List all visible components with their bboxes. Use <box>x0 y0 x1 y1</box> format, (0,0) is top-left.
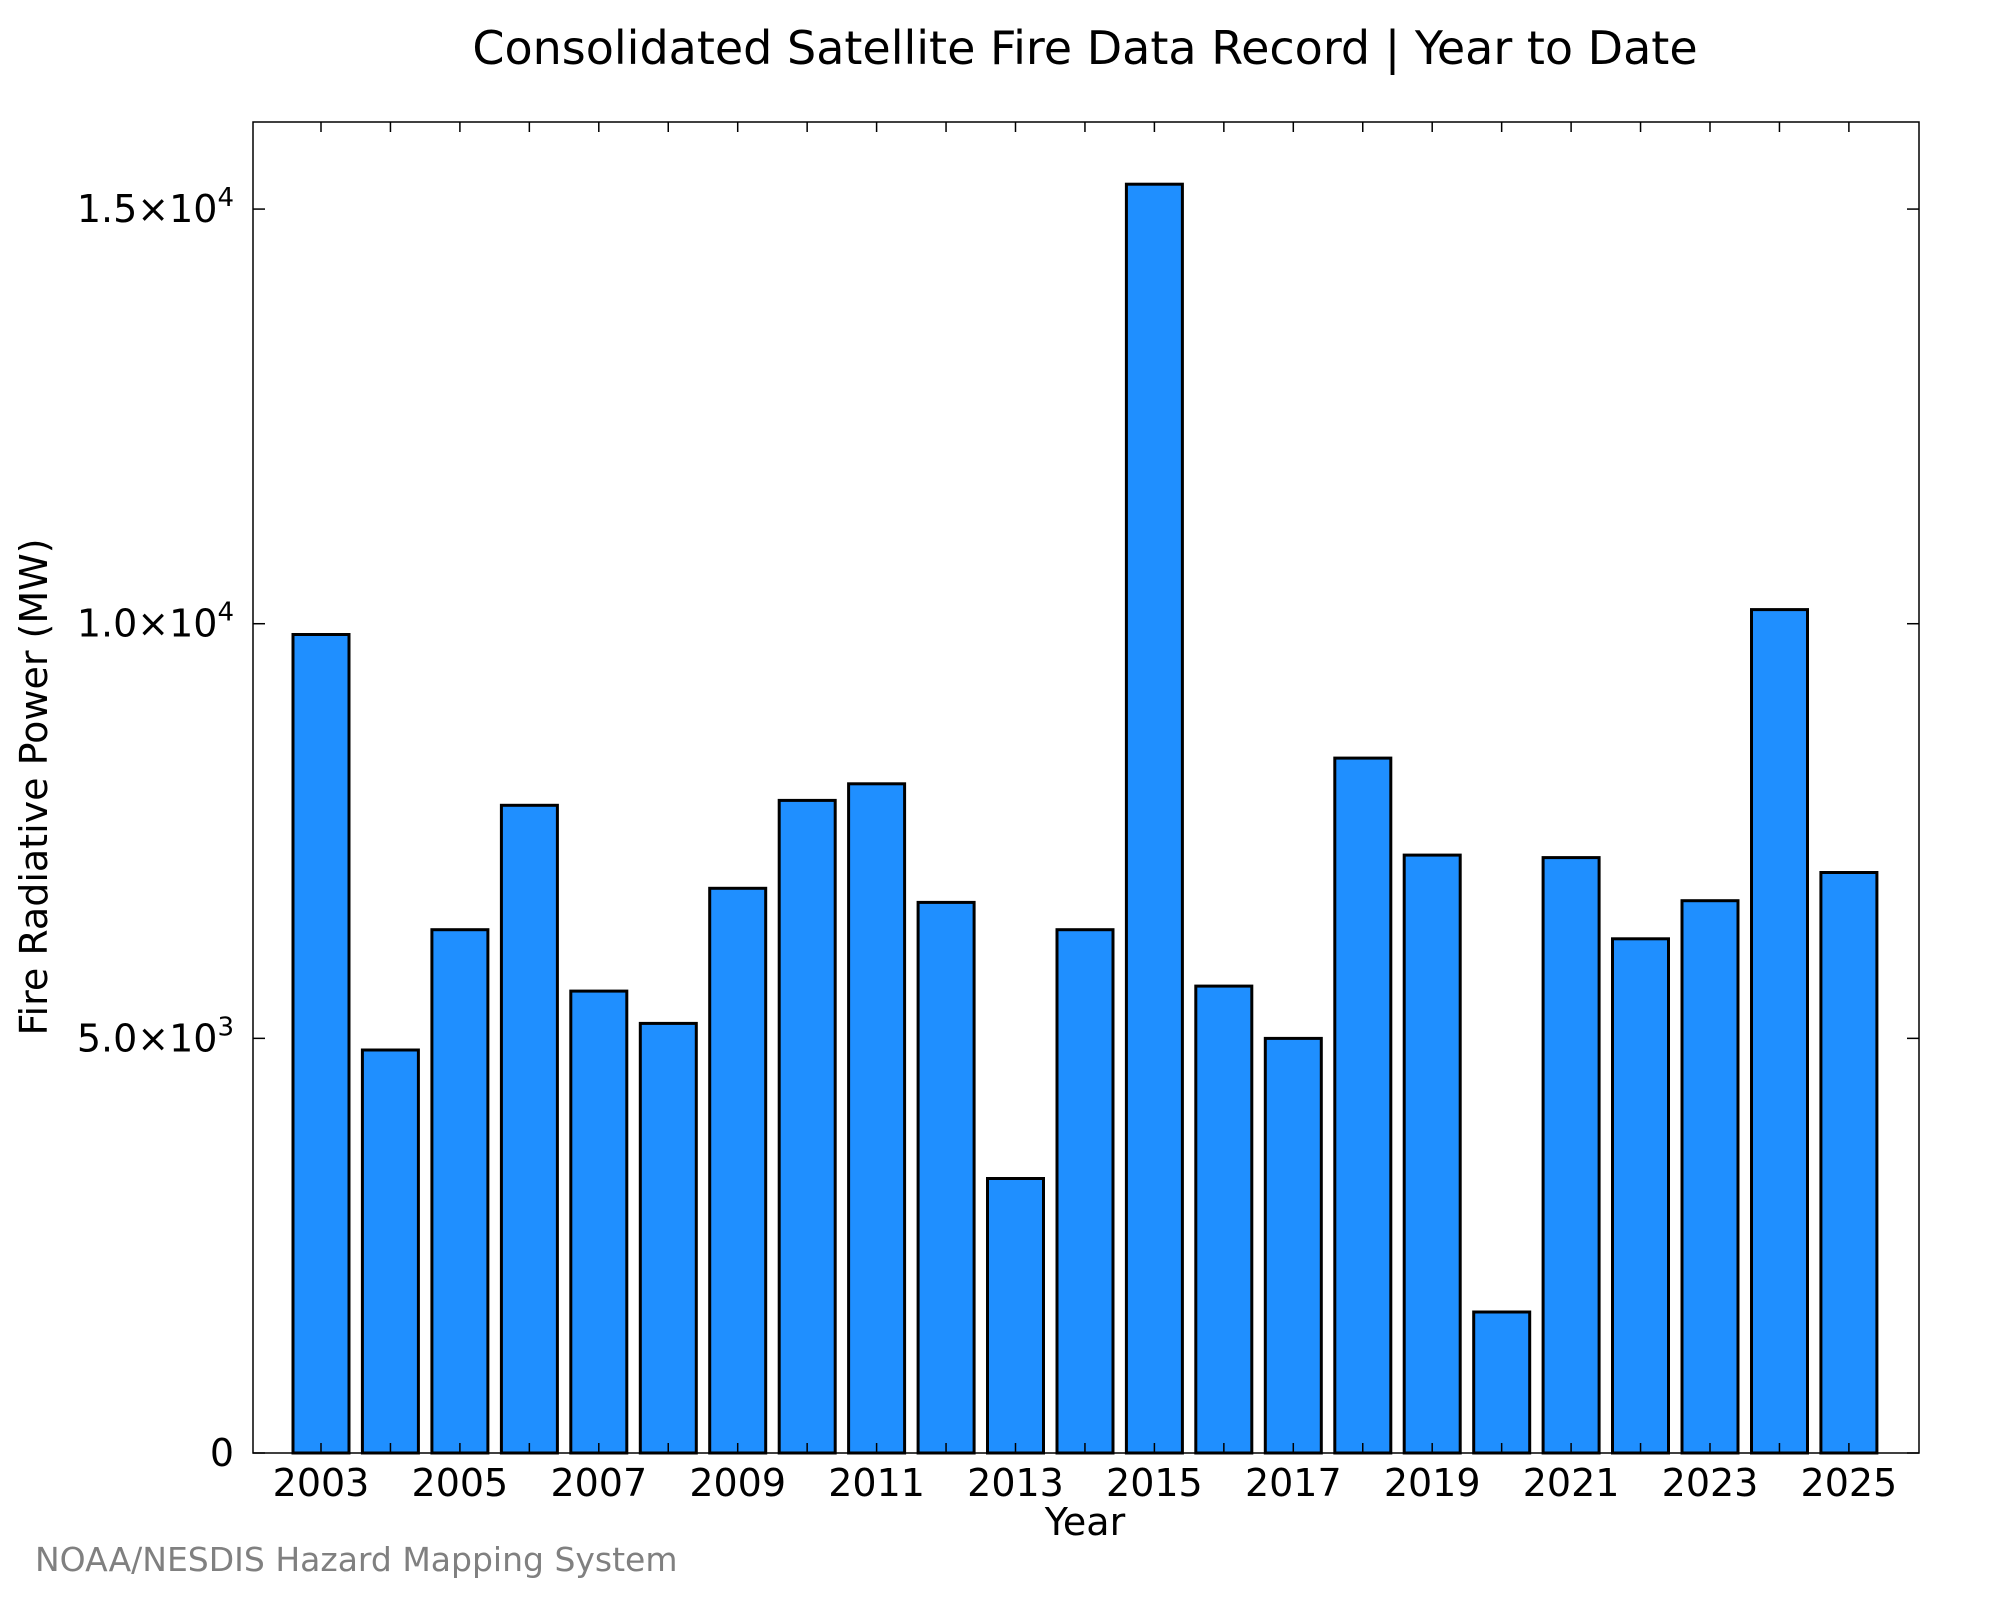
bar-2024 <box>1750 608 1809 1455</box>
bar-2022 <box>1611 937 1670 1455</box>
y-tick-label-5000: 5.0×103 <box>77 1012 234 1060</box>
bar-2008 <box>638 1021 698 1455</box>
bar-2006 <box>499 803 559 1455</box>
bar-2016 <box>1194 984 1254 1455</box>
source-credit: NOAA/NESDIS Hazard Mapping System <box>35 1540 678 1579</box>
bar-2007 <box>569 989 629 1455</box>
x-axis-label: Year <box>1044 1500 1126 1544</box>
x-ticks-group: 2003 2005 2007 2009 2011 2013 2015 2017 2019 2021… <box>273 122 1898 1505</box>
x-tick-label-2015: 2015 <box>1106 1461 1203 1505</box>
bar-2012 <box>916 900 976 1455</box>
y-tick-label-0: 0 <box>210 1431 234 1475</box>
x-tick-label-2005: 2005 <box>412 1461 509 1505</box>
bar-2019 <box>1402 853 1462 1455</box>
bar-2018 <box>1333 756 1393 1455</box>
y-ticks-group: 0 5.0×103 1.0×104 1.5×104 <box>77 183 1919 1475</box>
y-tick-label-10000: 1.0×104 <box>77 598 234 646</box>
bar-2011 <box>847 782 907 1455</box>
bar-2023 <box>1680 899 1740 1455</box>
x-tick-label-2023: 2023 <box>1662 1461 1759 1505</box>
bar-2017 <box>1263 1036 1323 1455</box>
x-tick-label-2013: 2013 <box>967 1461 1064 1505</box>
y-tick-label-15000: 1.5×104 <box>77 183 234 231</box>
bar-2010 <box>777 798 837 1455</box>
bar-2009 <box>708 886 768 1455</box>
x-tick-label-2011: 2011 <box>828 1461 925 1505</box>
x-tick-label-2025: 2025 <box>1801 1461 1898 1505</box>
bar-2021 <box>1541 856 1601 1455</box>
bar-2005 <box>430 928 490 1455</box>
x-tick-label-2003: 2003 <box>273 1461 370 1505</box>
x-tick-label-2021: 2021 <box>1523 1461 1620 1505</box>
plot-frame <box>252 121 1920 1454</box>
bar-2015 <box>1124 182 1184 1455</box>
bar-2020 <box>1472 1310 1532 1455</box>
y-axis-label: Fire Radiative Power (MW) <box>12 538 56 1035</box>
bar-2004 <box>360 1048 420 1455</box>
bars-group <box>291 182 1879 1455</box>
bar-2014 <box>1055 928 1115 1455</box>
x-tick-label-2007: 2007 <box>550 1461 647 1505</box>
x-tick-label-2017: 2017 <box>1245 1461 1342 1505</box>
chart-title: Consolidated Satellite Fire Data Record … <box>472 21 1697 76</box>
bar-2025 <box>1819 871 1879 1455</box>
x-tick-label-2019: 2019 <box>1384 1461 1481 1505</box>
bar-2003 <box>291 633 351 1455</box>
x-tick-label-2009: 2009 <box>689 1461 786 1505</box>
bar-2013 <box>986 1177 1045 1455</box>
